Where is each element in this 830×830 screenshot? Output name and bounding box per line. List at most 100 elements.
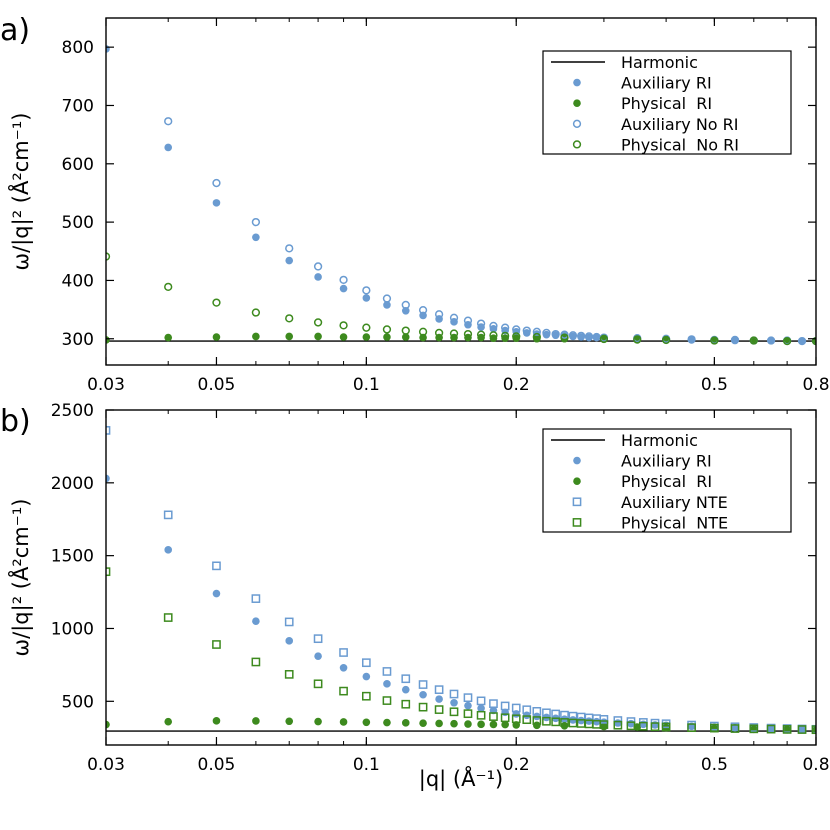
data-point — [212, 640, 221, 649]
data-point — [212, 561, 221, 571]
data-point — [766, 336, 776, 345]
plot-frame — [105, 17, 817, 366]
y-tick-label: 1000 — [51, 619, 94, 639]
data-point — [339, 321, 348, 330]
data-point — [339, 284, 348, 293]
legend-label: Harmonic — [621, 431, 698, 450]
y-axis-title: ω/|q|² (Å²cm⁻¹) — [7, 113, 34, 271]
data-point — [434, 328, 444, 338]
data-point — [314, 273, 322, 281]
data-point — [382, 294, 392, 303]
x-tick-label: 0.03 — [87, 375, 125, 395]
data-point — [599, 334, 609, 343]
data-point — [568, 331, 578, 340]
data-point — [710, 336, 719, 345]
data-point — [797, 725, 807, 734]
data-point — [560, 330, 569, 339]
data-point — [252, 332, 260, 341]
data-point — [551, 717, 561, 727]
data-point — [314, 332, 322, 341]
data-point — [532, 716, 542, 725]
data-point — [782, 725, 792, 734]
data-point — [464, 720, 472, 728]
legend-marker — [572, 518, 582, 527]
data-point — [613, 720, 623, 730]
data-point — [731, 723, 739, 732]
legend-label: Physical RI — [621, 94, 712, 113]
data-point — [489, 712, 498, 721]
y-tick-label: 500 — [62, 213, 94, 233]
data-point — [477, 704, 485, 713]
panel-a: a) 0.03 0.05 0.1 0.2 0.5 0.8 300 400 500 600 700 800… — [0, 13, 830, 395]
data-point — [651, 721, 659, 729]
data-point — [500, 713, 510, 723]
plot-frame — [105, 409, 817, 746]
x-tick-label: 0.05 — [198, 375, 236, 395]
data-point — [313, 679, 323, 689]
data-point — [638, 721, 648, 731]
y-tick-label: 400 — [62, 271, 94, 291]
data-point — [599, 720, 609, 729]
y-tick-label: 600 — [62, 155, 94, 175]
data-point — [362, 286, 371, 295]
data-point — [313, 262, 323, 271]
data-point — [401, 685, 410, 694]
legend-marker — [573, 78, 581, 87]
legend-marker — [573, 99, 581, 107]
data-point — [449, 707, 459, 717]
data-point — [767, 336, 775, 345]
legend-label: Physical No RI — [621, 135, 739, 154]
data-point — [542, 328, 551, 338]
data-point — [285, 332, 294, 341]
data-point — [339, 686, 348, 696]
data-point — [362, 718, 371, 727]
data-point — [362, 323, 371, 332]
data-point — [434, 685, 444, 695]
panel-b: b) 0.03 0.05 0.1 0.2 0.5 0.8 500 1000 1500 2000 250… — [0, 401, 830, 792]
data-point — [313, 318, 323, 327]
data-point — [811, 725, 816, 735]
data-point — [164, 546, 173, 554]
y-tick-label: 500 — [62, 692, 94, 712]
legend-label: Auxiliary RI — [621, 452, 712, 471]
legend-label: Physical RI — [621, 472, 712, 491]
y-tick-label: 800 — [62, 38, 94, 58]
data-point — [613, 716, 623, 725]
data-point — [164, 333, 173, 342]
data-point — [382, 667, 392, 676]
data-point — [500, 323, 510, 332]
legend-marker — [572, 140, 582, 149]
x-axis-title: |q| (Å⁻¹) — [419, 765, 503, 792]
data-point — [661, 335, 671, 345]
data-point — [251, 657, 261, 667]
y-tick-label: 2000 — [51, 474, 94, 494]
x-tick-label: 0.05 — [198, 755, 236, 775]
data-point — [449, 689, 459, 699]
legend-label: Auxiliary No RI — [621, 115, 739, 134]
data-point — [749, 724, 759, 734]
data-point — [362, 333, 371, 341]
data-point — [522, 326, 531, 335]
data-point — [284, 617, 294, 627]
data-point — [314, 652, 322, 660]
data-point — [797, 336, 807, 346]
legend-label: Harmonic — [621, 53, 698, 72]
data-point — [401, 300, 410, 310]
data-point — [339, 664, 348, 672]
series-auxiliary-no-ri — [164, 117, 816, 346]
data-point — [418, 680, 428, 689]
data-point — [551, 329, 560, 339]
data-point — [532, 327, 541, 336]
data-point — [284, 670, 294, 679]
series-auxiliary-nte — [106, 426, 816, 734]
data-point — [401, 674, 411, 684]
x-tick-label: 0.1 — [353, 375, 380, 395]
legend-label: Auxiliary RI — [621, 74, 712, 93]
data-point — [501, 334, 509, 342]
data-point — [383, 718, 391, 727]
data-point — [383, 301, 391, 309]
data-point — [560, 718, 569, 727]
data-point — [476, 330, 486, 339]
data-point — [749, 336, 758, 345]
